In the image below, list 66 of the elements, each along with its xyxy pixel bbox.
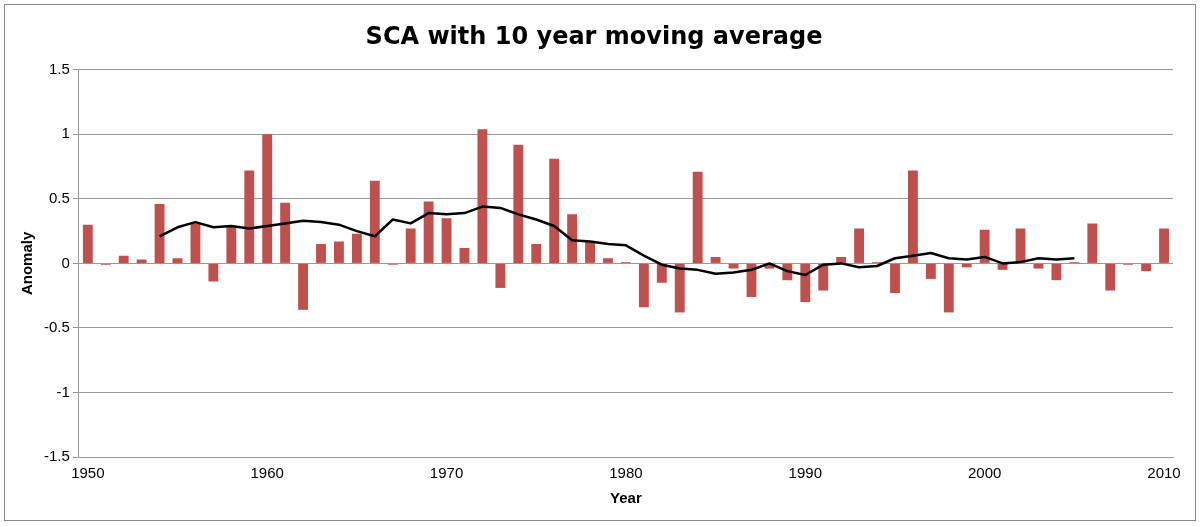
bar bbox=[943, 263, 954, 313]
bar bbox=[226, 225, 237, 263]
bar bbox=[334, 241, 344, 263]
bar bbox=[495, 263, 506, 288]
bar bbox=[710, 256, 721, 263]
bar bbox=[118, 255, 129, 263]
bar bbox=[441, 218, 452, 263]
bar bbox=[531, 244, 542, 263]
x-axis-title: Year bbox=[610, 489, 642, 507]
bar bbox=[208, 263, 219, 282]
bar bbox=[1141, 263, 1152, 272]
x-tick-label: 1970 bbox=[429, 464, 464, 482]
bar bbox=[477, 129, 488, 263]
bar bbox=[1033, 263, 1044, 269]
bar bbox=[513, 144, 524, 263]
bar bbox=[854, 228, 865, 263]
bar bbox=[961, 263, 972, 268]
bar bbox=[890, 263, 900, 294]
bar bbox=[369, 180, 380, 263]
y-tick-label: -0.5 bbox=[43, 318, 70, 336]
bar bbox=[423, 201, 434, 263]
bar bbox=[549, 158, 560, 263]
chart-title: SCA with 10 year moving average bbox=[365, 21, 823, 50]
y-tick-label: -1.5 bbox=[43, 447, 70, 465]
bar bbox=[1051, 263, 1062, 281]
bar bbox=[728, 263, 739, 269]
bar bbox=[925, 263, 936, 279]
bar bbox=[1105, 263, 1116, 291]
bar bbox=[351, 233, 362, 263]
bar bbox=[280, 202, 291, 263]
bar bbox=[136, 259, 147, 263]
bar bbox=[674, 263, 685, 313]
bar bbox=[1087, 223, 1098, 263]
bar bbox=[585, 241, 595, 263]
bar bbox=[979, 229, 990, 263]
bar bbox=[262, 134, 273, 263]
x-tick-label: 1990 bbox=[788, 464, 822, 482]
x-tick-label: 1980 bbox=[609, 464, 643, 482]
bar bbox=[298, 263, 308, 310]
y-tick-label: -1 bbox=[56, 382, 70, 400]
bar bbox=[638, 263, 649, 308]
bar bbox=[656, 263, 667, 283]
bar bbox=[405, 228, 416, 263]
bar bbox=[603, 258, 613, 263]
y-axis-title: Anomaly bbox=[18, 231, 36, 296]
bar bbox=[800, 263, 811, 303]
bar bbox=[82, 224, 93, 263]
bar bbox=[459, 247, 470, 263]
y-tick-label: 1 bbox=[61, 124, 70, 142]
bar bbox=[907, 170, 918, 263]
x-tick-label: 2010 bbox=[1147, 464, 1181, 482]
y-tick-label: 1.5 bbox=[48, 59, 70, 77]
bar bbox=[692, 171, 703, 263]
bar bbox=[567, 214, 578, 263]
y-tick-label: 0.5 bbox=[48, 189, 70, 207]
bar bbox=[244, 170, 255, 263]
x-tick-label: 2000 bbox=[967, 464, 1002, 482]
x-tick-label: 1960 bbox=[250, 464, 284, 482]
x-tick-label: 1950 bbox=[71, 464, 105, 482]
bar bbox=[190, 223, 201, 263]
bar bbox=[172, 258, 183, 263]
bar bbox=[997, 263, 1008, 270]
bar bbox=[818, 263, 829, 291]
bar bbox=[316, 244, 326, 263]
bar bbox=[1159, 228, 1169, 263]
y-tick-label: 0 bbox=[61, 253, 70, 271]
